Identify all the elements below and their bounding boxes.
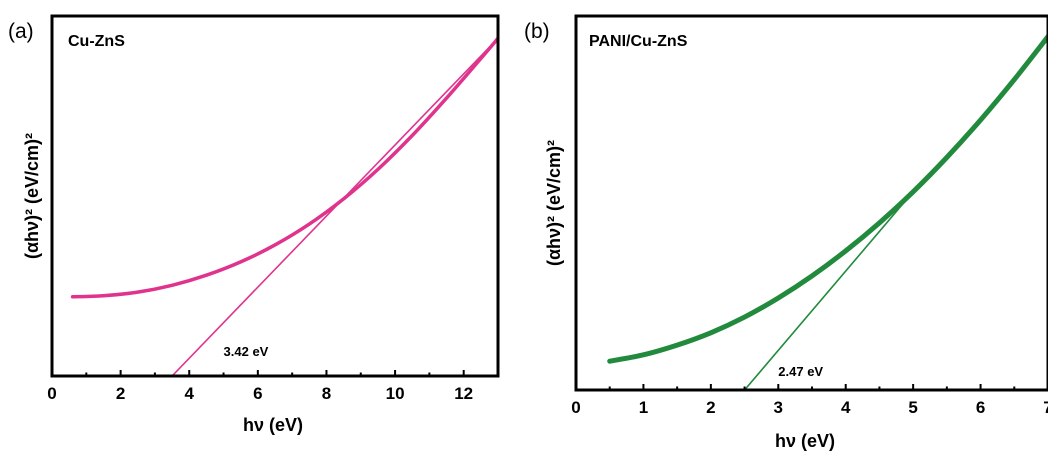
x-tick-label: 0 <box>47 384 56 403</box>
y-axis-title: (αhν)² (eV/cm)² <box>22 133 42 259</box>
x-tick-label: 7 <box>1043 398 1048 417</box>
x-tick-label: 8 <box>322 384 331 403</box>
x-tick-label: 6 <box>976 398 985 417</box>
bandgap-annotation: 3.42 eV <box>224 344 269 359</box>
x-tick-label: 3 <box>774 398 783 417</box>
chart-panel-1: 0 2 4 6 8 10 12 hν (eV) (αhν)² (eV/cm)² (a) Cu-ZnS… <box>8 14 500 435</box>
x-tick-label: 2 <box>116 384 125 403</box>
x-tick-label: 0 <box>571 398 580 417</box>
x-axis-title: hν (eV) <box>243 415 303 435</box>
x-tick-label: 5 <box>908 398 917 417</box>
panel-label: (b) <box>524 20 550 43</box>
x-tick-label: 1 <box>639 398 648 417</box>
plot-frame <box>574 14 1048 392</box>
x-tick-label: 4 <box>184 384 194 403</box>
tangent-line <box>743 191 914 390</box>
chart-panel-2: 0 1 2 3 4 5 6 7 hν (eV) (αhν)² (eV/cm)² (b) PANI/Cu… <box>524 14 1048 451</box>
bandgap-annotation: 2.47 eV <box>778 364 823 379</box>
chart-title: PANI/Cu-ZnS <box>589 33 688 50</box>
x-tick-label: 12 <box>454 384 473 403</box>
data-series-line <box>70 36 498 299</box>
data-series-line <box>607 34 1048 364</box>
chart-title: Cu-ZnS <box>68 33 125 50</box>
x-axis-title: hν (eV) <box>775 431 835 451</box>
x-tick-label: 2 <box>706 398 715 417</box>
plot-frame <box>50 14 500 378</box>
y-axis-title: (αhν)² (eV/cm)² <box>544 140 564 266</box>
x-tick-label: 10 <box>386 384 405 403</box>
x-tick-label: 4 <box>841 398 851 417</box>
x-tick-label: 6 <box>253 384 262 403</box>
panel-label: (a) <box>8 20 34 43</box>
